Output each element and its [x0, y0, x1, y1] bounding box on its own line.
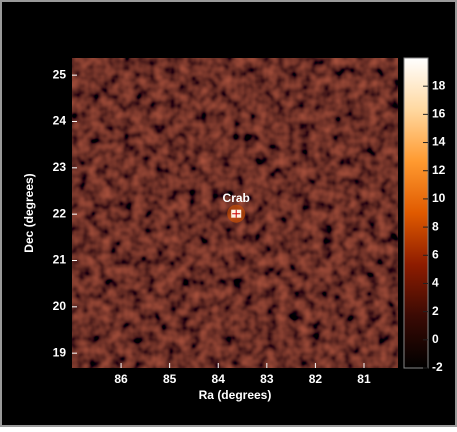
x-tick-label: 82 — [309, 372, 323, 386]
colorbar-tick-label: 18 — [432, 78, 446, 92]
x-axis-label: Ra (degrees) — [199, 388, 272, 402]
colorbar-tick-label: 12 — [432, 163, 446, 177]
colorbar-tick-label: 4 — [432, 276, 439, 290]
x-tick-label: 84 — [212, 372, 226, 386]
x-tick-label: 85 — [163, 372, 177, 386]
x-tick-label: 81 — [357, 372, 371, 386]
y-tick-label: 25 — [53, 67, 67, 81]
y-tick-label: 22 — [53, 206, 67, 220]
colorbar-tick-label: 0 — [432, 332, 439, 346]
y-tick-label: 24 — [53, 114, 67, 128]
y-tick-label: 23 — [53, 160, 67, 174]
source-marker — [232, 209, 241, 218]
y-tick-label: 21 — [53, 253, 67, 267]
y-tick-label: 19 — [53, 345, 67, 359]
colorbar — [403, 57, 429, 369]
x-tick-label: 86 — [114, 372, 128, 386]
x-tick-label: 83 — [260, 372, 274, 386]
colorbar-tick-label: 8 — [432, 219, 439, 233]
colorbar-tick-label: 6 — [432, 247, 439, 261]
colorbar-tick-label: -2 — [432, 360, 443, 374]
y-axis-label: Dec (degrees) — [22, 173, 36, 252]
colorbar-tick-label: 10 — [432, 191, 446, 205]
y-tick-label: 20 — [53, 299, 67, 313]
source-label: Crab — [223, 191, 250, 205]
colorbar-tick-label: 16 — [432, 107, 446, 121]
colorbar-tick-label: 2 — [432, 304, 439, 318]
colorbar-tick-label: 14 — [432, 135, 446, 149]
